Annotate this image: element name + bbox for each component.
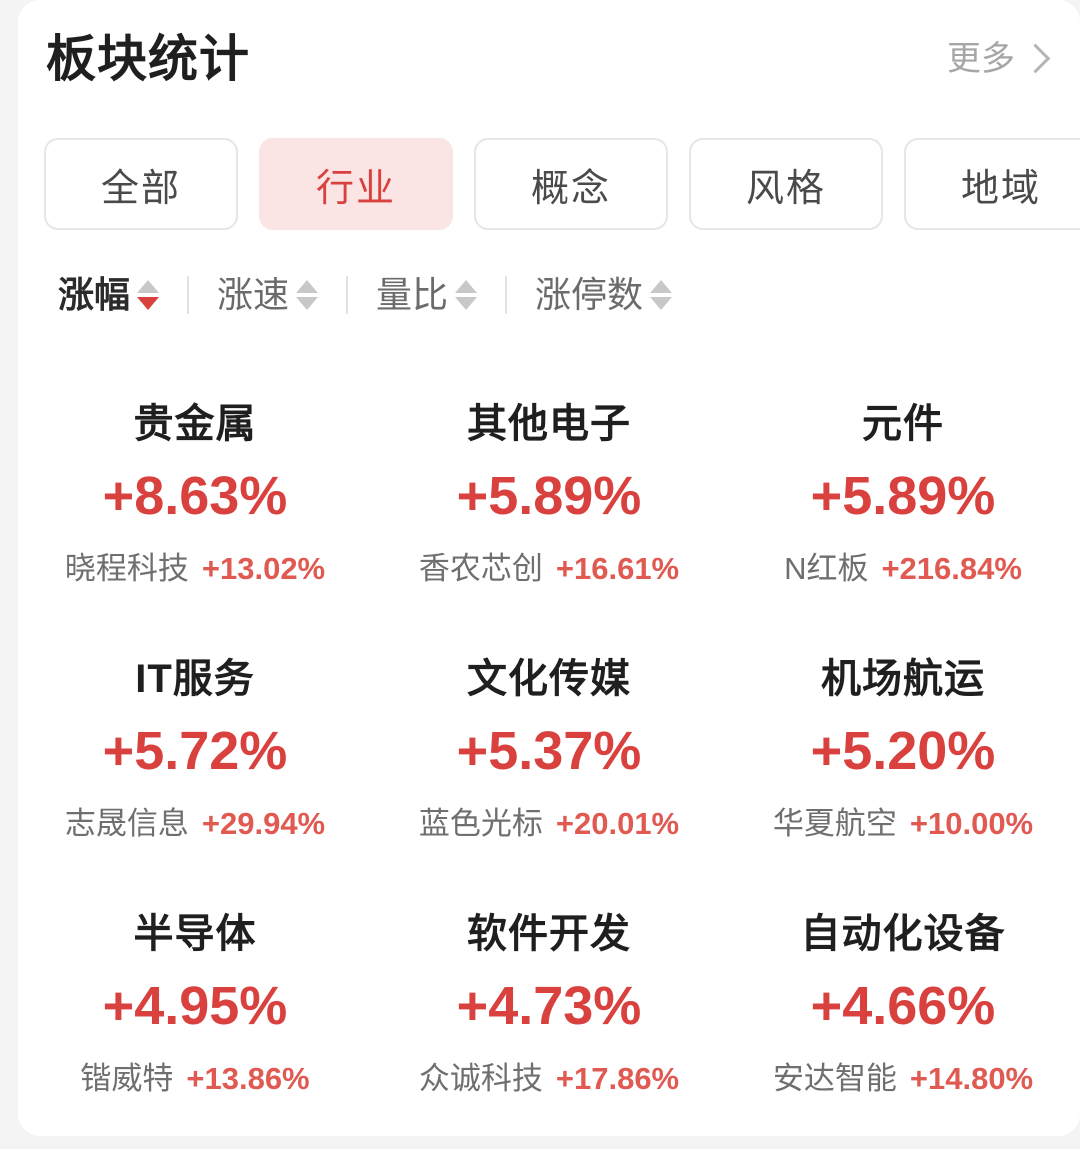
tab-label: 概念 <box>530 167 611 210</box>
sector-name: 其他电子 <box>467 402 631 446</box>
sector-cell[interactable]: 元件 +5.89% N红板 +216.84% <box>726 366 1080 621</box>
sort-bar: 涨幅 涨速 量比 涨停数 <box>58 265 673 325</box>
leader-stock-change: +13.86% <box>186 1060 310 1096</box>
sector-cell[interactable]: 半导体 +4.95% 锴威特 +13.86% <box>18 876 372 1131</box>
leader-stock-name: 志晟信息 <box>64 805 189 841</box>
sector-name: 自动化设备 <box>800 912 1006 956</box>
sector-name: 机场航运 <box>821 657 985 701</box>
leader-stock-change: +16.61% <box>555 550 680 586</box>
sector-statistics-card: 板块统计 更多 全部 行业 概念 风格 地域 涨幅 涨速 <box>18 0 1080 1136</box>
sector-name: 半导体 <box>133 912 257 956</box>
tab-label: 地域 <box>960 167 1041 210</box>
leader-stock-name: 香农芯创 <box>418 550 543 586</box>
sort-option-change-speed[interactable]: 涨速 <box>217 274 319 315</box>
leader-stock-change: +20.01% <box>555 805 680 841</box>
sector-cell[interactable]: 贵金属 +8.63% 晓程科技 +13.02% <box>18 366 372 621</box>
sort-arrows-icon <box>137 280 160 310</box>
tab-industry[interactable]: 行业 <box>259 138 453 230</box>
sector-leader[interactable]: 蓝色光标 +20.01% <box>419 808 679 839</box>
sector-cell[interactable]: 文化传媒 +5.37% 蓝色光标 +20.01% <box>372 621 726 876</box>
sort-option-limit-up-count[interactable]: 涨停数 <box>535 274 673 315</box>
sector-change: +5.72% <box>102 721 288 781</box>
sort-label: 涨幅 <box>58 274 131 315</box>
sector-change: +5.20% <box>810 721 996 781</box>
sector-leader[interactable]: 锴威特 +13.86% <box>80 1063 309 1094</box>
sort-label: 涨停数 <box>535 274 644 315</box>
sector-name: IT服务 <box>135 657 255 701</box>
sector-change: +4.95% <box>102 976 288 1036</box>
leader-stock-name: N红板 <box>784 550 869 586</box>
leader-stock-change: +17.86% <box>555 1060 680 1096</box>
card-header: 板块统计 更多 <box>18 0 1080 118</box>
more-link[interactable]: 更多 <box>947 40 1051 78</box>
sector-cell[interactable]: 软件开发 +4.73% 众诚科技 +17.86% <box>372 876 726 1131</box>
sector-name: 元件 <box>862 402 944 446</box>
caret-down-icon <box>296 297 319 310</box>
tab-label: 全部 <box>100 167 181 210</box>
sector-leader[interactable]: 安达智能 +14.80% <box>773 1063 1033 1094</box>
leader-stock-change: +29.94% <box>201 805 326 841</box>
tab-style[interactable]: 风格 <box>689 138 883 230</box>
tab-region[interactable]: 地域 <box>904 138 1080 230</box>
leader-stock-change: +216.84% <box>881 550 1022 586</box>
caret-up-icon <box>137 280 160 293</box>
tab-label: 行业 <box>315 167 396 210</box>
leader-stock-change: +10.00% <box>909 805 1034 841</box>
caret-down-icon <box>650 297 673 310</box>
caret-down-icon <box>455 297 478 310</box>
leader-stock-change: +13.02% <box>201 550 326 586</box>
sort-label: 涨速 <box>217 274 290 315</box>
sort-option-volume-ratio[interactable]: 量比 <box>376 274 478 315</box>
tab-all[interactable]: 全部 <box>44 138 238 230</box>
sector-cell[interactable]: IT服务 +5.72% 志晟信息 +29.94% <box>18 621 372 876</box>
leader-stock-change: +14.80% <box>909 1060 1034 1096</box>
sector-change: +4.73% <box>456 976 642 1036</box>
sector-name: 软件开发 <box>467 912 631 956</box>
leader-stock-name: 锴威特 <box>80 1060 174 1096</box>
divider <box>505 276 508 314</box>
sort-arrows-icon <box>296 280 319 310</box>
caret-up-icon <box>455 280 478 293</box>
divider <box>346 276 349 314</box>
sector-leader[interactable]: 众诚科技 +17.86% <box>419 1063 679 1094</box>
sort-option-change-pct[interactable]: 涨幅 <box>58 274 160 315</box>
leader-stock-name: 晓程科技 <box>64 550 189 586</box>
sort-arrows-icon <box>455 280 478 310</box>
sector-change: +8.63% <box>102 466 288 526</box>
category-tab-bar[interactable]: 全部 行业 概念 风格 地域 <box>44 138 1080 230</box>
sector-leader[interactable]: 晓程科技 +13.02% <box>65 553 325 584</box>
sector-name: 文化传媒 <box>467 657 631 701</box>
leader-stock-name: 众诚科技 <box>418 1060 543 1096</box>
sector-change: +4.66% <box>810 976 996 1036</box>
sector-change: +5.37% <box>456 721 642 781</box>
sector-cell[interactable]: 自动化设备 +4.66% 安达智能 +14.80% <box>726 876 1080 1131</box>
sector-cell[interactable]: 其他电子 +5.89% 香农芯创 +16.61% <box>372 366 726 621</box>
leader-stock-name: 蓝色光标 <box>418 805 543 841</box>
leader-stock-name: 安达智能 <box>772 1060 897 1096</box>
sector-name: 贵金属 <box>133 402 257 446</box>
more-label: 更多 <box>947 40 1015 78</box>
sector-leader[interactable]: 香农芯创 +16.61% <box>419 553 679 584</box>
sort-label: 量比 <box>376 274 449 315</box>
tab-concept[interactable]: 概念 <box>474 138 668 230</box>
caret-up-icon <box>650 280 673 293</box>
page-title: 板块统计 <box>46 31 250 87</box>
chevron-right-icon <box>1020 43 1051 73</box>
sector-cell[interactable]: 机场航运 +5.20% 华夏航空 +10.00% <box>726 621 1080 876</box>
sector-change: +5.89% <box>456 466 642 526</box>
sector-change: +5.89% <box>810 466 996 526</box>
sector-leader[interactable]: 志晟信息 +29.94% <box>65 808 325 839</box>
sort-arrows-icon <box>650 280 673 310</box>
sector-leader[interactable]: 华夏航空 +10.00% <box>773 808 1033 839</box>
caret-down-icon <box>137 297 160 310</box>
sector-leader[interactable]: N红板 +216.84% <box>784 553 1022 584</box>
divider <box>187 276 190 314</box>
caret-up-icon <box>296 280 319 293</box>
tab-label: 风格 <box>745 167 826 210</box>
leader-stock-name: 华夏航空 <box>772 805 897 841</box>
sector-grid: 贵金属 +8.63% 晓程科技 +13.02% 其他电子 +5.89% 香农芯创… <box>18 366 1080 1131</box>
